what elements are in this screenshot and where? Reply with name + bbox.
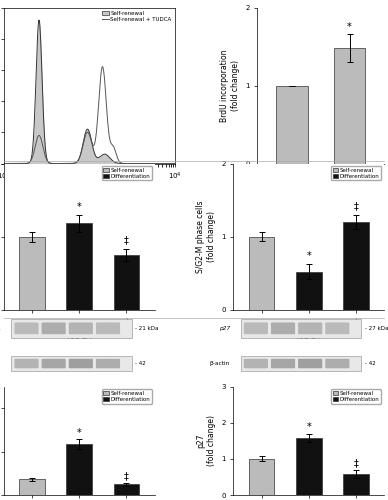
Legend: Self-renewal, Differentiation: Self-renewal, Differentiation [102, 166, 152, 180]
Bar [343, 222, 369, 310]
FancyBboxPatch shape [96, 322, 120, 334]
FancyBboxPatch shape [271, 322, 295, 334]
X-axis label: Fluorescence intensity: Fluorescence intensity [47, 188, 133, 197]
Y-axis label: p27
(fold change): p27 (fold change) [196, 416, 216, 467]
Text: - 42: - 42 [364, 361, 375, 366]
Text: *: * [306, 252, 311, 262]
Text: β-actin: β-actin [0, 361, 1, 366]
Bar [66, 224, 92, 310]
Bar [296, 438, 322, 495]
Text: ‡: ‡ [124, 236, 129, 246]
Legend: Self-renewal, Differentiation: Self-renewal, Differentiation [331, 390, 381, 404]
Bar [66, 444, 92, 495]
Bar [241, 356, 362, 371]
Text: *: * [306, 422, 311, 432]
Bar [241, 319, 362, 338]
Bar [19, 236, 45, 310]
Bar [334, 48, 365, 164]
FancyBboxPatch shape [244, 359, 268, 368]
FancyBboxPatch shape [325, 322, 350, 334]
Bar [343, 474, 369, 495]
Text: ‡: ‡ [124, 471, 129, 481]
X-axis label: TUDCA: TUDCA [66, 332, 93, 341]
FancyBboxPatch shape [325, 359, 350, 368]
X-axis label: TUDCA: TUDCA [295, 332, 322, 341]
FancyBboxPatch shape [298, 322, 322, 334]
Bar [114, 255, 139, 310]
Text: - 42: - 42 [135, 361, 146, 366]
FancyBboxPatch shape [42, 359, 66, 368]
Bar [276, 86, 308, 164]
Y-axis label: BrdU incorporation
(fold change): BrdU incorporation (fold change) [220, 50, 240, 122]
Bar [11, 356, 132, 371]
FancyBboxPatch shape [298, 359, 322, 368]
Text: β-actin: β-actin [210, 361, 230, 366]
Text: *: * [77, 428, 82, 438]
Text: *: * [77, 202, 82, 212]
FancyBboxPatch shape [69, 322, 93, 334]
Legend: Self-renewal, Self-renewal + TUDCA: Self-renewal, Self-renewal + TUDCA [101, 10, 173, 24]
Bar [114, 484, 139, 495]
FancyBboxPatch shape [14, 359, 38, 368]
Bar [249, 459, 274, 495]
Bar [296, 272, 322, 310]
Bar [11, 319, 132, 338]
Text: - 27 kDa: - 27 kDa [364, 326, 388, 331]
X-axis label: TUDCA: TUDCA [308, 186, 334, 194]
FancyBboxPatch shape [96, 359, 120, 368]
FancyBboxPatch shape [69, 359, 93, 368]
FancyBboxPatch shape [271, 359, 295, 368]
Legend: Self-renewal, Differentiation: Self-renewal, Differentiation [102, 390, 152, 404]
Text: *: * [347, 22, 352, 32]
Bar [249, 236, 274, 310]
FancyBboxPatch shape [42, 322, 66, 334]
FancyBboxPatch shape [14, 322, 38, 334]
Text: p21: p21 [0, 326, 1, 331]
Text: - 21 kDa: - 21 kDa [135, 326, 159, 331]
Y-axis label: S/G2-M phase cells
(fold change): S/G2-M phase cells (fold change) [196, 200, 216, 273]
Text: ‡: ‡ [353, 458, 358, 468]
FancyBboxPatch shape [244, 322, 268, 334]
Bar [19, 480, 45, 495]
Text: ‡: ‡ [353, 201, 358, 211]
Legend: Self-renewal, Differentiation: Self-renewal, Differentiation [331, 166, 381, 180]
Text: p27: p27 [219, 326, 230, 331]
